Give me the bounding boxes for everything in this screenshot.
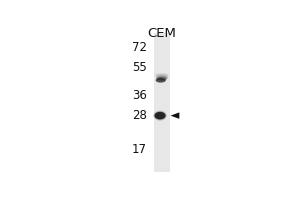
Ellipse shape xyxy=(153,111,167,121)
Ellipse shape xyxy=(155,74,168,79)
Text: 55: 55 xyxy=(132,61,147,74)
Ellipse shape xyxy=(156,76,168,80)
Polygon shape xyxy=(170,112,179,119)
Text: 28: 28 xyxy=(132,109,147,122)
Bar xyxy=(154,33,170,172)
Ellipse shape xyxy=(157,77,167,81)
Ellipse shape xyxy=(154,112,166,119)
Ellipse shape xyxy=(156,78,166,83)
Ellipse shape xyxy=(155,73,169,77)
Text: CEM: CEM xyxy=(148,27,176,40)
Text: 17: 17 xyxy=(132,143,147,156)
Text: 36: 36 xyxy=(132,89,147,102)
Text: 72: 72 xyxy=(132,41,147,54)
